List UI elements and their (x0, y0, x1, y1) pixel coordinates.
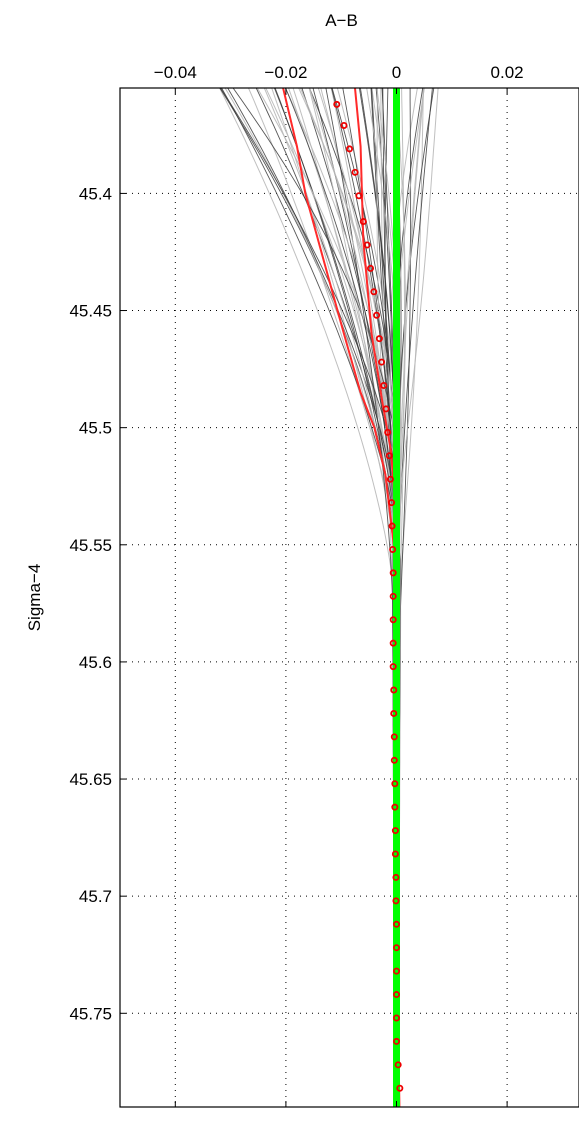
mean-profile-point (389, 616, 397, 624)
mean-profile-point (391, 780, 399, 788)
mean-profile-point (384, 428, 392, 436)
plot-area (219, 88, 439, 1107)
mean-profile-point (390, 686, 398, 694)
mean-profile-point (391, 827, 399, 835)
mean-profile-point (380, 382, 388, 390)
mean-profile-point (367, 264, 375, 272)
mean-profile-point (394, 1061, 402, 1069)
mean-profile-point (389, 569, 397, 577)
mean-profile-point (392, 873, 400, 881)
mean-profile-point (390, 756, 398, 764)
mean-profile-point (389, 545, 397, 553)
y-axis-title: Sigma−4 (25, 564, 44, 632)
gridlines (120, 88, 579, 1107)
y-tick-label: 45.75 (69, 1004, 112, 1023)
mean-profile-point (359, 218, 367, 226)
mean-profile-point (390, 709, 398, 717)
mean-profile-point (388, 522, 396, 530)
mean-profile-point (393, 967, 401, 975)
mean-profile-point (393, 920, 401, 928)
mean-profile-point (355, 192, 363, 200)
mean-profile-point (363, 241, 371, 249)
x-tick-label: −0.02 (264, 63, 307, 82)
mean-profile-point (385, 452, 393, 460)
mean-profile-point (393, 1037, 401, 1045)
mean-profile-point (396, 1084, 404, 1092)
y-tick-label: 45.45 (69, 302, 112, 321)
y-tick-label: 45.55 (69, 536, 112, 555)
ensemble-profile-line (220, 88, 397, 1107)
ensemble-profile-line (320, 88, 399, 1107)
ensemble-profile-line (274, 88, 397, 1107)
x-tick-label: −0.04 (154, 63, 197, 82)
ensemble-profile-line (256, 88, 397, 1107)
ensemble-profile-line (299, 88, 400, 1107)
mean-profile-point (388, 499, 396, 507)
y-tick-label: 45.65 (69, 770, 112, 789)
x-tick-label: 0.02 (491, 63, 524, 82)
mean-profile-point (393, 991, 401, 999)
axes-frame (119, 87, 579, 1108)
mean-profile-point (382, 405, 390, 413)
mean-profile-point (391, 850, 399, 858)
mean-profile-point (340, 121, 348, 129)
y-tick-label: 45.5 (79, 419, 112, 438)
y-tick-label: 45.4 (79, 184, 112, 203)
ensemble-profile-line (312, 88, 400, 1107)
mean-profile-point (351, 168, 359, 176)
y-tick-label: 45.6 (79, 653, 112, 672)
ensemble-profile-line (224, 88, 398, 1107)
mean-profile-point (393, 1014, 401, 1022)
axis-ticks: −0.04 −0.02 0 0.02 45.4 45.45 45.5 45.55 45.6 45.… (69, 63, 524, 1107)
mean-profile-point (390, 733, 398, 741)
mean-profile-point (386, 475, 394, 483)
mean-profile-point (378, 358, 386, 366)
mean-profile-point (392, 897, 400, 905)
mean-profile-point (370, 288, 378, 296)
mean-profile-point (333, 100, 341, 108)
mean-profile-point (375, 335, 383, 343)
mean-profile-point (391, 803, 399, 811)
mean-profile-point (389, 639, 397, 647)
mean-profile-point (389, 663, 397, 671)
mean-profile-point (389, 592, 397, 600)
mean-profile-point (373, 311, 381, 319)
mean-profile-point (345, 145, 353, 153)
ensemble-profile-line (263, 88, 397, 1107)
ensemble-profile-line (232, 88, 400, 1107)
y-tick-label: 45.7 (79, 887, 112, 906)
ensemble-profile-line (255, 88, 397, 1107)
ensemble-profile-line (265, 88, 396, 1107)
x-tick-label: 0 (392, 63, 401, 82)
x-axis-title: A−B (325, 11, 358, 30)
mean-profile-point (393, 944, 401, 952)
